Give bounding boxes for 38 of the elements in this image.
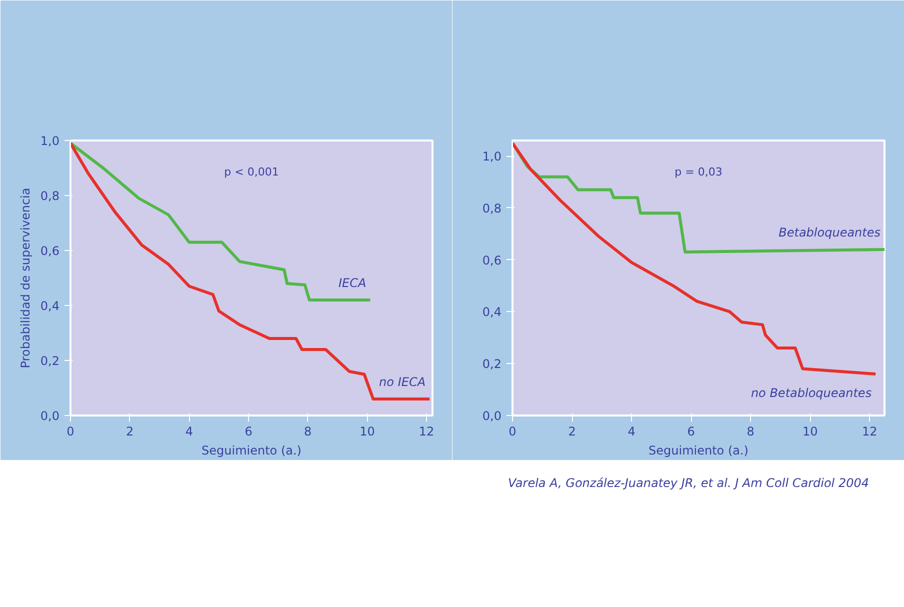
x-tick-label: 2 — [126, 424, 134, 438]
y-tick-label: 0,2 — [40, 354, 60, 368]
series-label: no Betabloqueantes — [750, 386, 872, 400]
y-axis-title: Probabilidad de supervivencia — [18, 188, 32, 368]
series-label: Betabloqueantes — [778, 225, 881, 240]
x-tick-label: 10 — [802, 424, 818, 438]
y-tick-label: 0,0 — [482, 409, 502, 423]
x-tick-label: 0 — [508, 424, 516, 438]
line-series — [70, 142, 372, 302]
x-tick-label: 4 — [628, 424, 636, 438]
x-axis-title: Seguimiento (a.) — [648, 444, 748, 458]
y-tick-label: 0,8 — [482, 201, 502, 216]
y-tick-label: 0,2 — [482, 357, 502, 372]
x-tick-label: 8 — [304, 424, 312, 438]
y-tick-label: 0,8 — [40, 189, 60, 203]
y-tick-label: 0,6 — [482, 253, 502, 268]
x-tick-label: 12 — [862, 424, 878, 438]
y-tick-label: 1,0 — [482, 150, 502, 164]
x-tick-label: 6 — [244, 424, 252, 438]
x-tick-label: 2 — [568, 424, 576, 438]
x-axis-title: Seguimiento (a.) — [202, 444, 302, 458]
annotation: p = 0,03 — [674, 166, 722, 178]
x-tick-label: 4 — [185, 424, 194, 438]
y-tick-label: 0,4 — [482, 305, 502, 320]
x-tick-label: 10 — [360, 424, 375, 438]
series-label: IECA — [338, 276, 366, 290]
series-label: no IECA — [379, 375, 426, 389]
annotation: p < 0,001 — [224, 166, 279, 178]
y-tick-label: 0,0 — [40, 409, 60, 423]
y-tick-label: 0,4 — [40, 299, 60, 313]
y-tick-label: 1,0 — [40, 134, 60, 148]
y-tick-label: 0,6 — [40, 244, 60, 258]
x-tick-label: 6 — [687, 424, 695, 438]
text: Varela A, González-Juanatey JR, et al. J Am Coll Cardiol 2004 — [508, 475, 869, 492]
x-tick-label: 12 — [418, 424, 434, 438]
x-tick-label: 0 — [66, 424, 74, 438]
x-tick-label: 8 — [746, 424, 754, 438]
line-series — [70, 142, 432, 400]
